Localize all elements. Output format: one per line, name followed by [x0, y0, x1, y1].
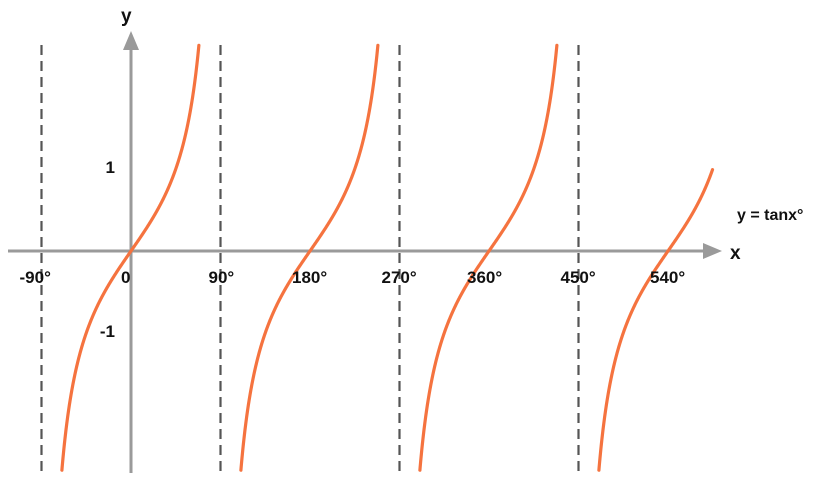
y-axis-label: y	[121, 6, 132, 27]
x-axis-arrow	[703, 243, 722, 259]
x-axis-label: x	[730, 243, 741, 264]
y-tick-labels: 1 -1	[100, 158, 115, 341]
x-tick-450: 450°	[561, 268, 596, 287]
y-axis-arrow	[123, 31, 139, 50]
y-tick--1: -1	[100, 322, 115, 341]
axes	[8, 31, 722, 473]
x-tick--90: -90°	[20, 268, 52, 287]
tan-branch-1	[60, 43, 201, 472]
y-tick-1: 1	[106, 158, 115, 177]
x-tick-270: 270°	[382, 268, 417, 287]
x-tick-180: 180°	[292, 268, 327, 287]
tan-branch-4	[597, 168, 715, 472]
x-tick-0: 0	[121, 268, 130, 287]
tan-branch-2	[239, 43, 380, 472]
x-tick-360: 360°	[467, 268, 502, 287]
tan-branch-3	[418, 43, 559, 472]
asymptote-lines	[40, 45, 580, 473]
tan-curves	[60, 43, 715, 472]
x-tick-labels: -90° 0 90° 180° 270° 360° 450° 540°	[20, 268, 686, 287]
curve-label: y = tanx°	[737, 207, 803, 224]
x-tick-540: 540°	[650, 268, 685, 287]
x-tick-90: 90°	[209, 268, 235, 287]
